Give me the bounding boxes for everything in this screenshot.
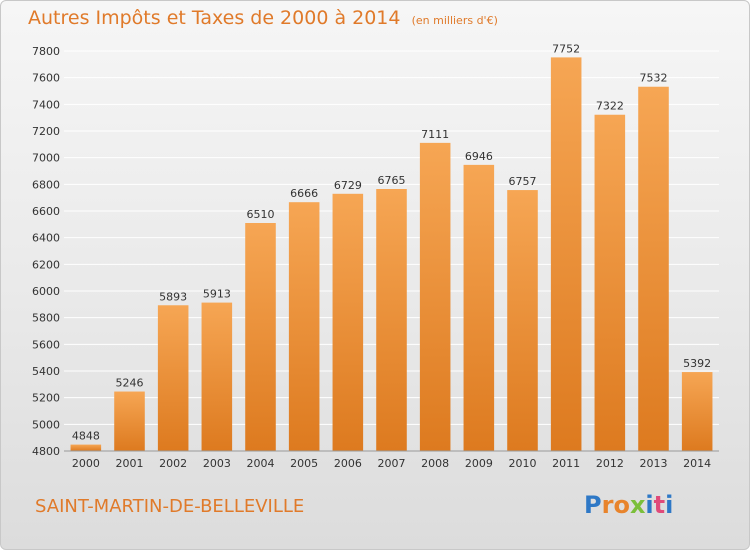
logo-letter: i xyxy=(665,491,674,519)
logo-letter: t xyxy=(653,491,666,519)
bar xyxy=(681,372,713,451)
data-label: 6510 xyxy=(247,208,275,221)
data-label: 7111 xyxy=(421,128,449,141)
data-label: 6946 xyxy=(465,150,493,163)
x-tick-label: 2007 xyxy=(378,457,406,470)
y-tick-label: 7800 xyxy=(32,45,60,58)
bar xyxy=(376,189,407,451)
data-label: 6666 xyxy=(290,187,318,200)
bar xyxy=(463,164,495,451)
logo-letter: x xyxy=(629,491,646,519)
y-tick-label: 6400 xyxy=(32,232,60,245)
y-tick-label: 5600 xyxy=(32,338,60,351)
y-tick-label: 6000 xyxy=(32,285,60,298)
x-tick-label: 2009 xyxy=(465,457,493,470)
x-tick-label: 2012 xyxy=(596,457,624,470)
bar xyxy=(594,114,626,451)
data-label: 6729 xyxy=(334,179,362,192)
bar xyxy=(419,142,451,451)
bar xyxy=(550,57,582,452)
x-tick-label: 2001 xyxy=(116,457,144,470)
data-label: 5246 xyxy=(116,377,144,390)
y-tick-label: 6800 xyxy=(32,178,60,191)
y-tick-label: 5400 xyxy=(32,365,60,378)
bar xyxy=(114,391,145,451)
title-row: Autres Impôts et Taxes de 2000 à 2014 (e… xyxy=(28,7,498,29)
bar xyxy=(201,302,233,451)
proxiti-logo[interactable]: Proxiti xyxy=(584,491,673,519)
bar xyxy=(332,193,364,452)
x-tick-label: 2003 xyxy=(203,457,231,470)
x-tick-label: 2010 xyxy=(509,457,537,470)
x-tick-label: 2013 xyxy=(640,457,668,470)
chart-title: Autres Impôts et Taxes de 2000 à 2014 xyxy=(28,7,401,29)
data-label: 6757 xyxy=(509,175,537,188)
y-tick-label: 5200 xyxy=(32,392,60,405)
x-tick-label: 2011 xyxy=(552,457,580,470)
logo-letter: P xyxy=(584,491,602,519)
x-tick-label: 2004 xyxy=(247,457,275,470)
x-tick-label: 2014 xyxy=(683,457,711,470)
logo-letter: i xyxy=(645,491,654,519)
x-tick-label: 2006 xyxy=(334,457,362,470)
bar xyxy=(507,190,538,452)
logo-letter: o xyxy=(613,491,630,519)
x-tick-label: 2008 xyxy=(421,457,449,470)
y-tick-label: 7400 xyxy=(32,98,60,111)
y-tick-label: 7000 xyxy=(32,152,60,165)
x-tick-label: 2002 xyxy=(159,457,187,470)
x-tick-label: 2005 xyxy=(290,457,318,470)
bar xyxy=(157,305,189,451)
data-label: 7322 xyxy=(596,100,624,113)
data-label: 6765 xyxy=(378,174,406,187)
data-label: 7532 xyxy=(640,72,668,85)
data-label: 5913 xyxy=(203,288,231,301)
y-tick-label: 7600 xyxy=(32,72,60,85)
bar xyxy=(288,202,320,451)
bar xyxy=(70,444,102,451)
y-tick-label: 5000 xyxy=(32,418,60,431)
data-label: 5392 xyxy=(683,357,711,370)
data-label: 4848 xyxy=(72,430,100,443)
logo-letter: r xyxy=(601,491,614,519)
y-tick-label: 6600 xyxy=(32,205,60,218)
y-tick-label: 4800 xyxy=(32,445,60,458)
x-tick-label: 2000 xyxy=(72,457,100,470)
chart-subtitle: (en milliers d'€) xyxy=(411,14,498,27)
data-label: 5893 xyxy=(159,290,187,303)
data-label: 7752 xyxy=(552,42,580,55)
bar xyxy=(245,223,276,451)
bar xyxy=(638,86,669,451)
commune-name: SAINT-MARTIN-DE-BELLEVILLE xyxy=(35,496,305,517)
y-tick-label: 5800 xyxy=(32,312,60,325)
y-tick-label: 6200 xyxy=(32,258,60,271)
y-tick-label: 7200 xyxy=(32,125,60,138)
